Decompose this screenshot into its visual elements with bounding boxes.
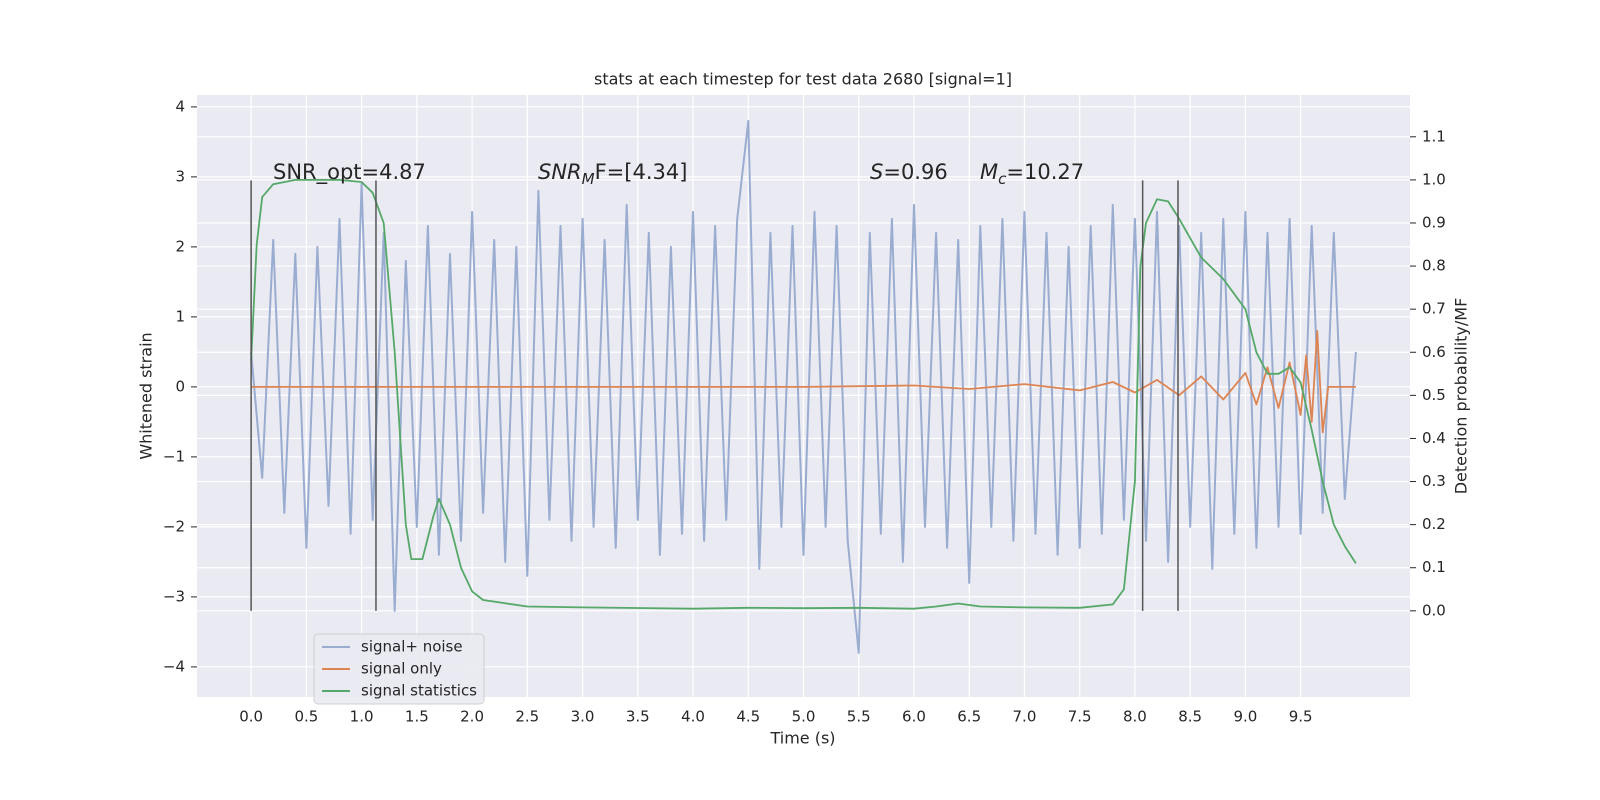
annotation-main: S xyxy=(870,160,883,184)
x-tick-label: 7.5 xyxy=(1068,708,1092,726)
y2-tick-label: 0.7 xyxy=(1422,300,1446,318)
annotation-main: SNR xyxy=(538,160,582,184)
y-tick-label: 2 xyxy=(175,237,185,255)
annotation: SNRMF=[4.34] xyxy=(538,160,687,188)
y2-tick-label: 0.2 xyxy=(1422,515,1446,533)
x-tick-label: 8.0 xyxy=(1123,708,1147,726)
y2-tick-label: 0.1 xyxy=(1422,558,1446,576)
y2-tick-label: 1.1 xyxy=(1422,127,1446,145)
y2-axis-label: Detection probability/MF xyxy=(1452,298,1471,495)
annotation: Mc=10.27 xyxy=(980,160,1084,188)
annotation: SNR_opt=4.87 xyxy=(273,160,426,185)
series-line xyxy=(250,119,1357,654)
y-tick-label: −1 xyxy=(163,447,185,465)
x-tick-label: 3.0 xyxy=(571,708,595,726)
x-tick-label: 0.5 xyxy=(294,708,318,726)
annotation-sub: M xyxy=(582,170,595,188)
x-tick-label: 2.5 xyxy=(515,708,539,726)
annotation-rest: =10.27 xyxy=(1006,160,1084,184)
annotation-rest: F=[4.34] xyxy=(595,160,688,184)
chart-title: stats at each timestep for test data 268… xyxy=(594,70,1012,89)
y2-tick-label: 0.9 xyxy=(1422,213,1446,231)
series-line xyxy=(250,179,1357,610)
x-tick-label: 5.5 xyxy=(847,708,871,726)
annotation-sub: c xyxy=(998,170,1007,188)
y2-tick-label: 0.3 xyxy=(1422,472,1446,490)
x-tick-label: 1.0 xyxy=(350,708,374,726)
y-tick-label: −4 xyxy=(163,657,185,675)
x-tick-label: 4.0 xyxy=(681,708,705,726)
y2-tick-label: 0.4 xyxy=(1422,429,1446,447)
y2-tick-label: 0.5 xyxy=(1422,386,1446,404)
y-tick-label: −2 xyxy=(163,517,185,535)
x-tick-label: 9.0 xyxy=(1233,708,1257,726)
x-tick-label: 5.0 xyxy=(792,708,816,726)
y2-tick-label: 0.8 xyxy=(1422,257,1446,275)
y2-tick-label: 1.0 xyxy=(1422,170,1446,188)
series-line xyxy=(251,330,1356,434)
x-tick-label: 6.5 xyxy=(957,708,981,726)
annotation: S=0.96 xyxy=(870,160,948,184)
y-axis-label: Whitened strain xyxy=(137,332,156,459)
legend-label: signal statistics xyxy=(361,682,477,700)
x-tick-label: 1.5 xyxy=(405,708,429,726)
x-axis-label: Time (s) xyxy=(769,729,835,748)
y-tick-label: 1 xyxy=(175,307,185,325)
x-tick-label: 7.0 xyxy=(1013,708,1037,726)
y-tick-label: −3 xyxy=(163,587,185,605)
y-tick-label: 0 xyxy=(175,377,185,395)
y-tick-label: 4 xyxy=(175,97,185,115)
x-tick-label: 8.5 xyxy=(1178,708,1202,726)
annotation-main: M xyxy=(980,160,998,184)
x-tick-label: 9.5 xyxy=(1289,708,1313,726)
legend-box xyxy=(313,633,485,705)
x-tick-label: 3.5 xyxy=(626,708,650,726)
x-tick-label: 4.5 xyxy=(736,708,760,726)
legend-label: signal+ noise xyxy=(361,638,463,656)
annotation-rest: =0.96 xyxy=(883,160,947,184)
x-tick-label: 2.0 xyxy=(460,708,484,726)
x-tick-label: 0.0 xyxy=(239,708,263,726)
y2-tick-label: 0.0 xyxy=(1422,601,1446,619)
x-tick-label: 6.0 xyxy=(902,708,926,726)
y-tick-label: 3 xyxy=(175,167,185,185)
legend-label: signal only xyxy=(361,660,442,678)
y2-tick-label: 0.6 xyxy=(1422,343,1446,361)
